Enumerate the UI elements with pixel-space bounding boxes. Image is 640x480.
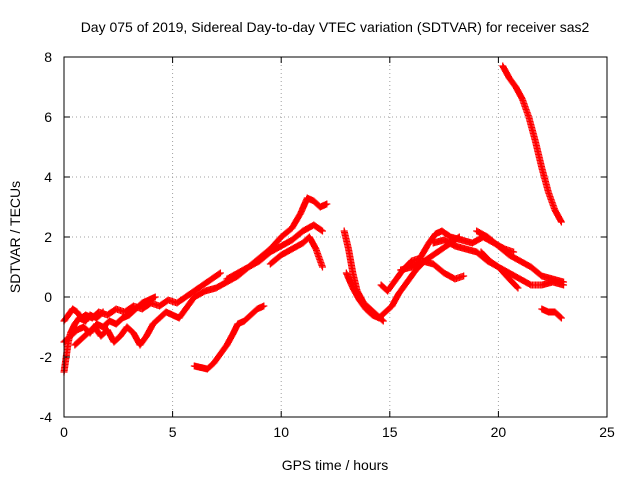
axis-ticks: 0 5 10 15 20 25 -4 -2 0 2 4 6 8 — [40, 49, 615, 440]
series-track-17 — [499, 62, 565, 226]
x-tick-label: 25 — [599, 424, 615, 440]
y-tick-label: -2 — [40, 349, 53, 365]
y-tick-label: 2 — [44, 229, 52, 245]
data-point-markers — [223, 194, 331, 283]
x-tick-label: 15 — [382, 424, 398, 440]
data-marks — [60, 62, 568, 376]
y-tick-label: 6 — [44, 109, 52, 125]
data-point-markers — [397, 257, 468, 283]
grid — [64, 57, 607, 417]
data-point-markers — [477, 248, 568, 289]
x-tick-label: 5 — [169, 424, 177, 440]
data-point-markers — [190, 302, 268, 373]
series-track-18 — [538, 305, 565, 322]
series-track-11 — [342, 233, 463, 322]
series-track-5 — [156, 305, 190, 322]
x-tick-label: 10 — [273, 424, 289, 440]
x-tick-label: 0 — [60, 424, 68, 440]
data-point-markers — [266, 233, 326, 271]
series-track-16 — [477, 248, 568, 289]
series-track-9 — [266, 233, 326, 271]
y-tick-label: 8 — [44, 49, 52, 65]
series-track-13 — [397, 257, 468, 283]
data-point-markers — [342, 233, 463, 322]
data-point-markers — [499, 62, 565, 226]
series-track-7 — [190, 302, 268, 373]
data-point-markers — [71, 314, 164, 349]
series-track-8 — [223, 194, 331, 283]
series-track-4 — [71, 314, 164, 349]
chart-title: Day 075 of 2019, Sidereal Day-to-day VTE… — [81, 19, 590, 35]
y-tick-label: 4 — [44, 169, 52, 185]
data-point-markers — [156, 305, 190, 322]
y-tick-label: 0 — [44, 289, 52, 305]
x-axis-label: GPS time / hours — [282, 457, 389, 473]
y-axis-label: SDTVAR / TECUs — [7, 181, 23, 293]
y-tick-label: -4 — [40, 409, 53, 425]
x-tick-label: 20 — [491, 424, 507, 440]
data-point-markers — [538, 305, 565, 322]
